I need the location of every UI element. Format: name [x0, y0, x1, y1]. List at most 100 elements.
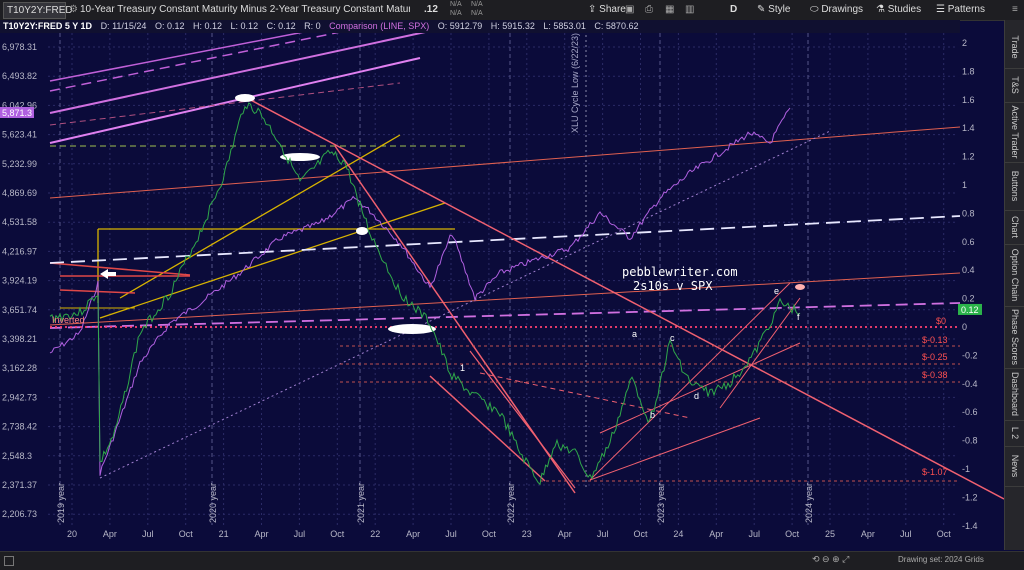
marker-oval[interactable] [235, 94, 255, 102]
red-line[interactable] [59, 289, 136, 294]
tab-buttons[interactable]: Buttons [1005, 162, 1024, 211]
symbol-description: 10-Year Treasury Constant Maturity Minus… [80, 4, 410, 15]
channel-line[interactable] [49, 24, 341, 82]
left-current-value: 5,871.3 [2, 108, 32, 118]
year-marker: 2023 year [656, 483, 666, 523]
x-axis-tick: Oct [785, 529, 800, 539]
left-axis-tick: 3,924.19 [2, 276, 37, 286]
tab-label: Dashboard [1010, 371, 1020, 417]
falling-trend-line[interactable] [469, 350, 576, 489]
right-axis-tick: 1 [962, 180, 967, 190]
tab-news[interactable]: News [1005, 446, 1024, 487]
tab-l-2[interactable]: L 2 [1005, 420, 1024, 447]
tab-label: Option Chain [1010, 248, 1020, 302]
x-axis-tick: Apr [254, 529, 268, 539]
share-label: Share [599, 4, 626, 15]
top-toolbar: T10Y2Y:FRED ⚙ 10-Year Treasury Constant … [0, 0, 1024, 21]
zoom-controls[interactable]: ⟲ ⊖ ⊕ ⤢ [812, 554, 850, 564]
drawings-button[interactable]: ⬭ Drawings [810, 2, 863, 17]
tab-option-chain[interactable]: Option Chain [1005, 244, 1024, 307]
left-axis-tick: 3,651.74 [2, 305, 37, 315]
left-axis-tick: 6,493.82 [2, 71, 37, 81]
na-2: N/A [450, 10, 462, 17]
channel-line[interactable] [49, 57, 421, 144]
right-axis-tick: -1.4 [962, 521, 978, 531]
chart-title: T10Y2Y:FRED 5 Y 1D [3, 21, 93, 31]
x-axis-tick: 24 [673, 529, 683, 539]
high-value: H: 0.12 [193, 21, 223, 31]
chart-svg[interactable]: 20 Apr Jul Oct 21 Apr Jul Oct 22 Apr Jul Oct 23 Apr Ju… [0, 24, 1005, 570]
patterns-button[interactable]: ☰ Patterns [936, 2, 985, 17]
level-0-label: $0 [936, 316, 946, 326]
arrow-icon[interactable] [100, 269, 116, 279]
patterns-label: Patterns [947, 4, 985, 15]
screenshot-icon[interactable]: ▣ [625, 4, 635, 15]
right-axis-tick: -1.2 [962, 492, 978, 502]
left-axis-tick: 2,206.73 [2, 509, 37, 519]
rising-channel[interactable] [719, 297, 801, 409]
tab-active-trader[interactable]: Active Trader [1005, 102, 1024, 163]
patterns-icon: ☰ [936, 4, 945, 15]
menu-icon[interactable]: ≡ [1012, 4, 1018, 15]
studies-icon: ⚗ [876, 4, 885, 15]
rising-channel[interactable] [599, 342, 801, 434]
channel-line[interactable] [49, 82, 401, 126]
x-axis-tick: Oct [633, 529, 648, 539]
marker-oval[interactable] [388, 324, 436, 334]
watermark: pebblewriter.com [622, 265, 738, 279]
studies-button[interactable]: ⚗ Studies [876, 2, 921, 17]
magenta-dashed-line[interactable] [49, 302, 961, 329]
tab-label: Chart [1010, 215, 1020, 239]
tab-trade[interactable]: Trade [1005, 26, 1024, 69]
marker-oval[interactable] [795, 284, 805, 290]
print-icon[interactable]: ⎙ [645, 4, 653, 15]
right-axis-tick: 0.6 [962, 237, 975, 247]
bottom-bar: ⟲ ⊖ ⊕ ⤢ Drawing set: 2024 Grids [0, 551, 1024, 570]
tab-t-s[interactable]: T&S [1005, 68, 1024, 103]
red-line[interactable] [49, 262, 191, 276]
drawings-label: Drawings [821, 4, 864, 15]
timeframe-button[interactable]: D [730, 4, 738, 15]
gear-icon[interactable]: ⚙ [69, 4, 78, 15]
dotted-trend-line[interactable] [99, 130, 831, 479]
left-axis-tick: 3,398.21 [2, 334, 37, 344]
style-button[interactable]: ✎ Style [757, 2, 790, 17]
gold-trend-line[interactable] [119, 134, 401, 299]
tab-chart[interactable]: Chart [1005, 210, 1024, 245]
channel-line[interactable] [49, 27, 361, 92]
gold-trend-line[interactable] [99, 202, 446, 319]
wave-c-label: c [670, 333, 675, 343]
white-dashed-line[interactable] [49, 215, 961, 264]
grid-icon[interactable]: ▥ [685, 4, 695, 15]
right-axis-tick: -0.8 [962, 436, 978, 446]
symbol-input[interactable]: T10Y2Y:FRED [3, 2, 73, 19]
tab-dashboard[interactable]: Dashboard [1005, 368, 1024, 421]
tab-phase-scores[interactable]: Phase Scores [1005, 306, 1024, 369]
right-axis-tick: 1.8 [962, 66, 975, 76]
info-bar: T10Y2Y:FRED 5 Y 1D D: 11/15/24 O: 0.12 H… [0, 20, 960, 33]
right-axis-tick: 2 [962, 38, 967, 48]
year-marker: 2020 year [208, 483, 218, 523]
drawing-set-label: Drawing set: 2024 Grids [898, 555, 984, 564]
marker-oval[interactable] [356, 227, 368, 235]
trend-line[interactable] [49, 272, 961, 326]
share-icon: ⇪ [588, 4, 597, 15]
low-value: L: 0.12 [230, 21, 259, 31]
falling-trend-line[interactable] [244, 96, 1005, 500]
x-axis-tick: Oct [937, 529, 952, 539]
falling-trend-line[interactable] [429, 375, 546, 482]
share-button[interactable]: ⇪ Share [588, 2, 626, 17]
chart-area[interactable]: 20 Apr Jul Oct 21 Apr Jul Oct 22 Apr Jul Oct 23 Apr Ju… [0, 24, 1005, 570]
right-axis-tick: 0.8 [962, 208, 975, 218]
right-axis-tick: -0.6 [962, 407, 978, 417]
wave-d-label: d [694, 391, 699, 401]
level-013-label: $-0.13 [922, 335, 948, 345]
channel-line[interactable] [49, 30, 431, 114]
tab-label: Buttons [1010, 170, 1020, 202]
trend-line[interactable] [49, 126, 961, 199]
left-axis-tick: 6,042.96 [2, 100, 37, 110]
expand-icon[interactable] [4, 556, 14, 566]
left-axis-tick: 4,869.69 [2, 188, 37, 198]
layout-icon[interactable]: ▦ [665, 4, 675, 15]
rising-channel[interactable] [589, 417, 761, 481]
